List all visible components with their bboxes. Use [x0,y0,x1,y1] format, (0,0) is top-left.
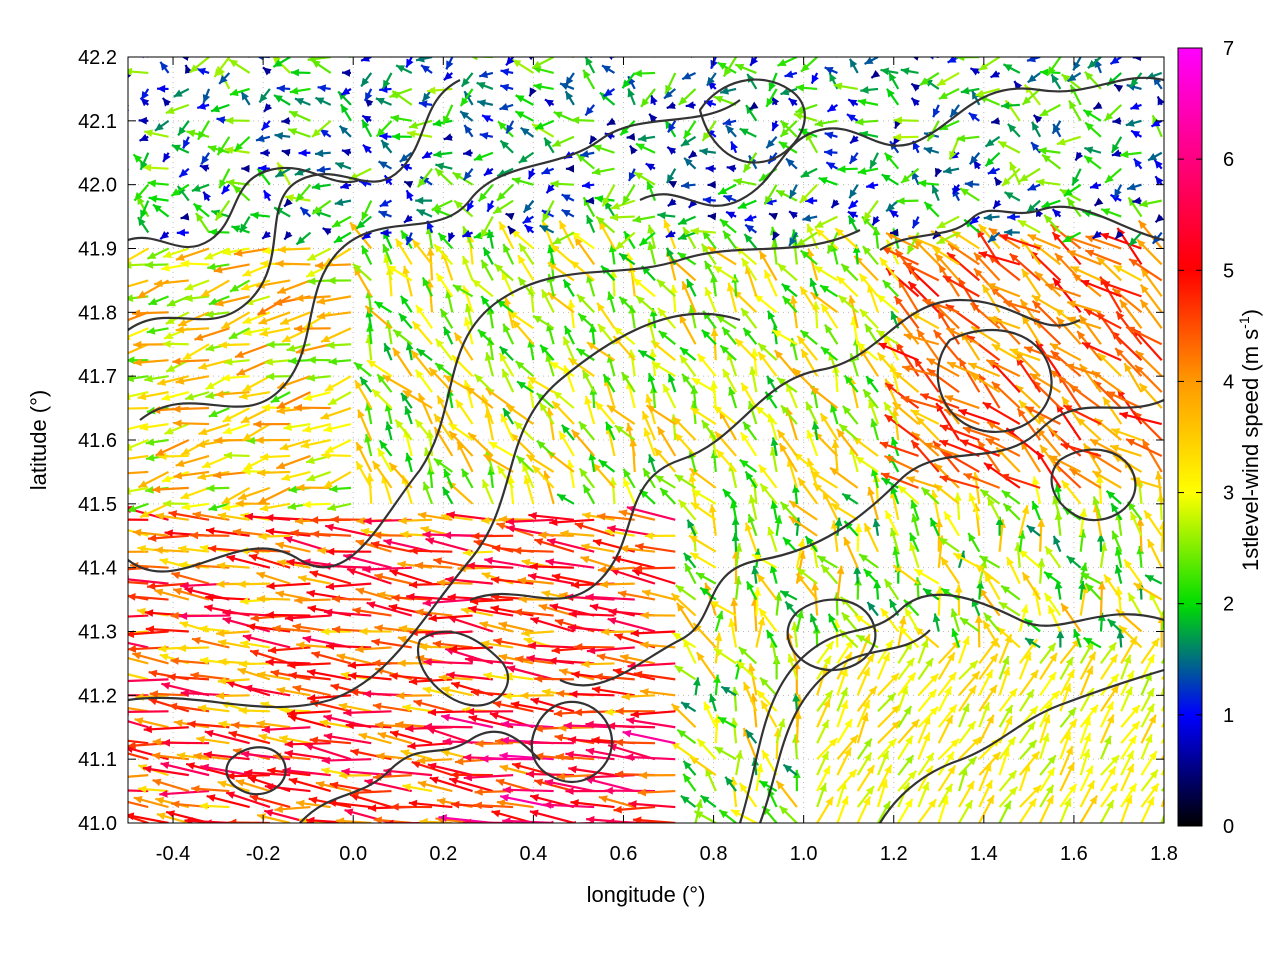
wind-vector-shaft [85,598,128,599]
wind-vector-head [97,471,105,479]
wind-vector [97,471,128,479]
wind-vector-shaft [86,788,128,791]
wind-vector [96,719,128,727]
wind-vector-head [102,712,111,720]
wind-vector [86,784,128,792]
wind-vector-head [100,388,108,396]
wind-vector [97,803,128,811]
wind-vector [1162,734,1180,759]
wind-vector-head [1169,719,1177,728]
wind-vector-shaft [96,663,128,664]
wind-vector [88,534,128,542]
wind-vector [86,739,128,747]
wind-vector-head [1167,687,1174,696]
wind-vector-head [118,670,127,678]
wind-vector-head [117,405,125,413]
wind-vector-shaft [105,456,128,462]
wind-vector-head [1165,777,1172,786]
wind-vector-head [106,735,115,743]
wind-vector-head [86,739,94,747]
wind-vector-head [122,487,131,495]
wind-vector [96,661,128,669]
wind-vector [101,328,128,337]
wind-vector-head [101,330,110,338]
wind-vector-shaft [99,488,128,493]
wind-vector-head [104,516,112,524]
wind-vector-head [86,579,94,587]
wind-vector-head [1169,702,1177,711]
wind-vector-head [112,773,120,781]
wind-vector-head [86,784,94,792]
wind-vector-shaft [86,583,128,584]
wind-vector-head [100,786,108,794]
wind-vector-shaft [83,616,128,618]
wind-vector [83,614,128,622]
wind-vector-head [119,677,127,685]
wind-vector-head [1163,670,1170,679]
wind-vector-shaft [1162,734,1180,759]
wind-vector-head [103,342,112,350]
wind-vector-shaft [103,344,128,347]
wind-vector-head [115,653,124,661]
wind-vector-head [96,661,104,669]
wind-vector [103,407,128,415]
wind-vector-head [88,534,96,542]
wind-vector-head [96,719,105,727]
wind-vector [103,342,128,350]
wind-vector-head [119,526,128,534]
wind-vector-head [1167,750,1174,759]
wind-vector [86,579,128,587]
wind-vector-head [112,548,120,556]
wind-vector-shaft [117,408,148,409]
wind-vector [87,543,128,551]
wind-vector-head [92,707,100,715]
wind-vector-head [113,470,121,478]
wind-vector-head [1170,772,1178,781]
wind-vector-head [110,796,119,804]
wind-vector-shaft [88,536,128,539]
wind-vector-shaft [96,721,128,727]
wind-vector-head [103,407,112,415]
wind-vector [79,668,128,679]
wind-vector-shaft [101,328,128,336]
wind-vector-shaft [97,472,128,475]
wind-vector-head [118,351,127,358]
wind-vector-shaft [103,408,128,412]
wind-vector-head [87,543,96,551]
wind-vector-head [85,595,93,603]
wind-vector-head [1163,799,1170,808]
wind-vector-head [79,668,88,676]
wind-vector [100,388,128,396]
wind-vector [105,456,128,464]
wind-vector-head [102,614,110,622]
wind-vector-shaft [87,546,128,552]
wind-vector-head [97,803,105,811]
wind-vector-head [117,455,126,463]
wind-vector-head [1167,642,1174,651]
wind-vector-head [105,456,114,464]
wind-vector [92,707,128,715]
wind-vector-shaft [97,806,128,807]
wind-vector-head [108,590,117,598]
wind-vector-shaft [92,710,128,711]
wind-vector-shaft [79,671,128,679]
wind-vector-head [83,614,91,622]
wind-vector-head [121,708,129,716]
wind-vector [85,595,128,603]
